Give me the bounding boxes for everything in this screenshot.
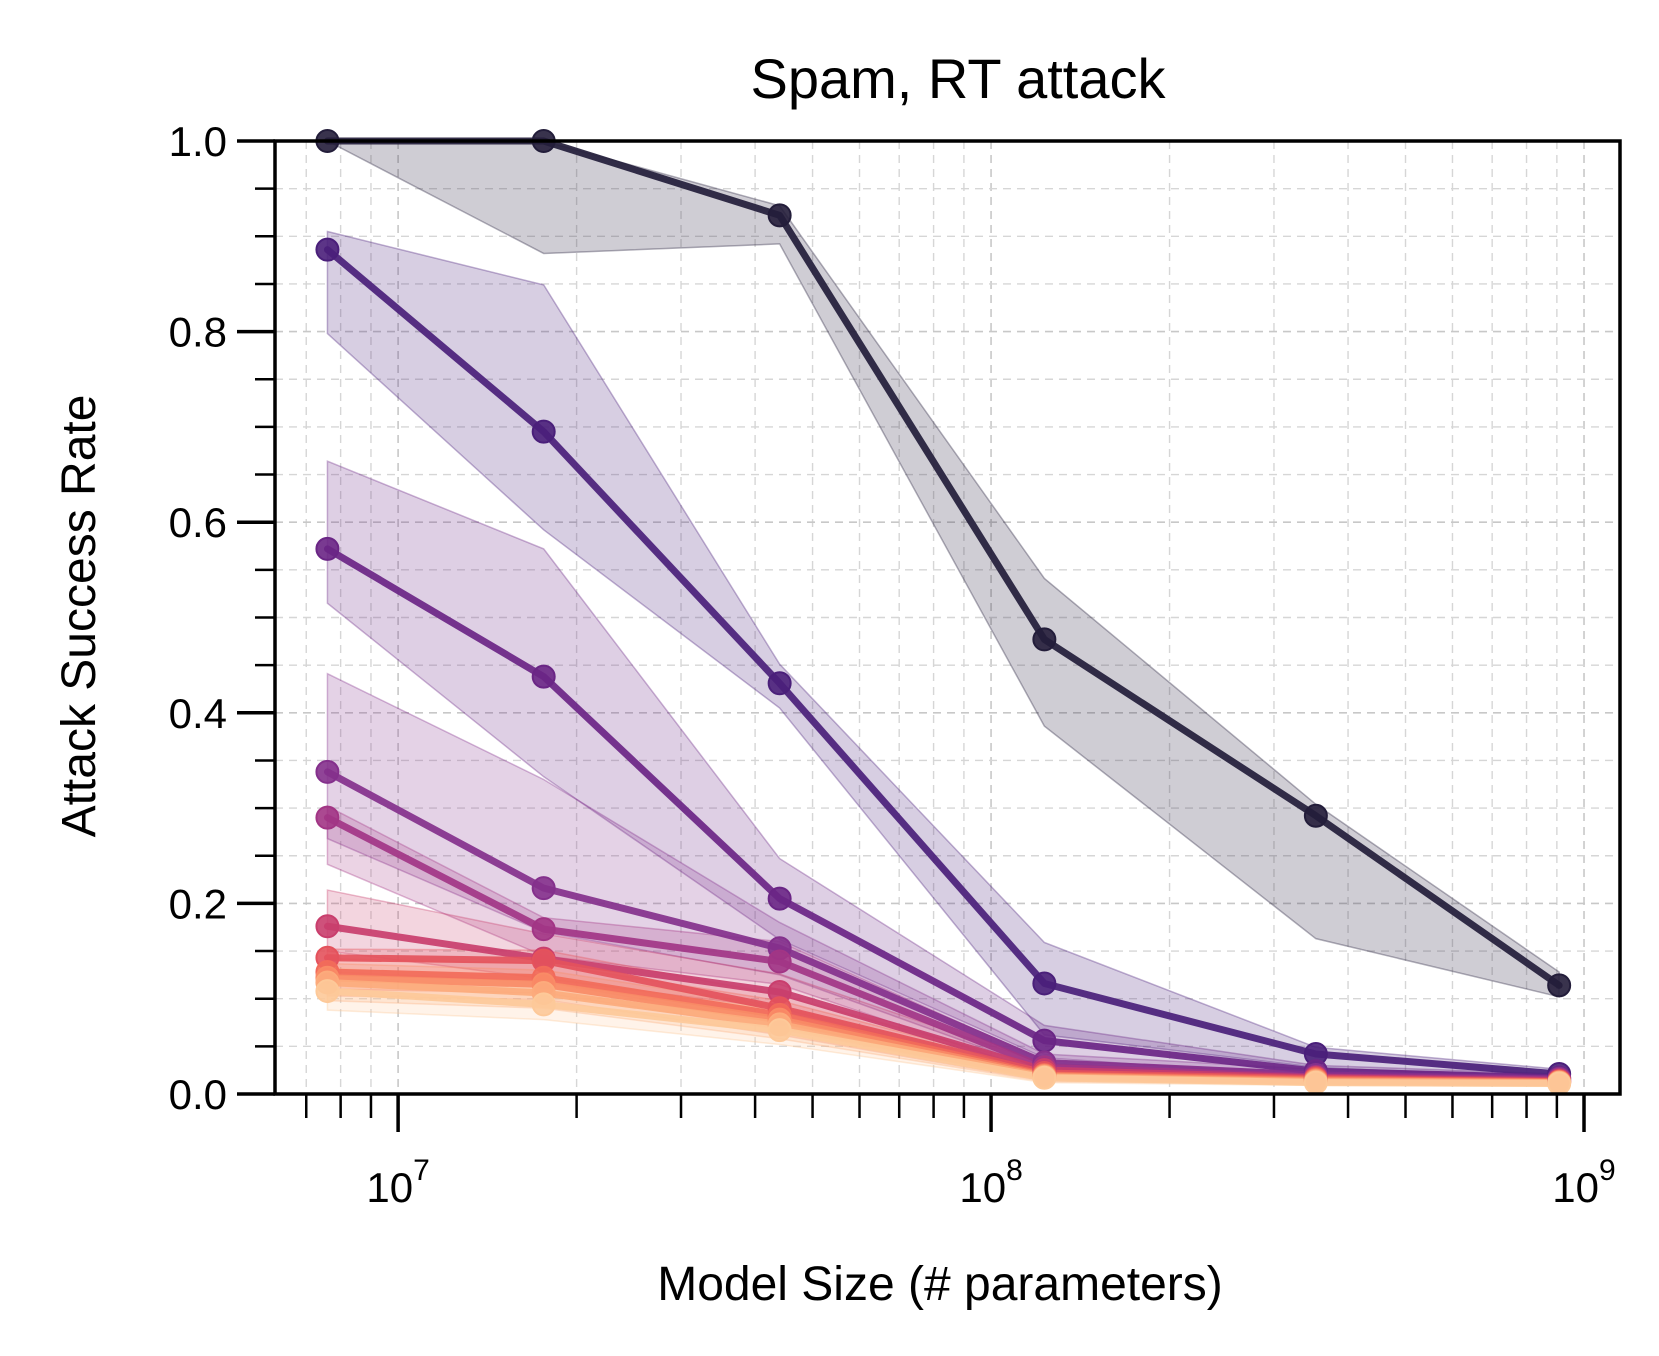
x-tick-label: 109 [1552,1154,1615,1211]
axes: 0.0 0.2 0.4 0.6 0.8 1.0 107 108 109 [169,118,1622,1211]
series-11-point [1303,1070,1328,1095]
y-tick-label: 0.2 [169,880,227,927]
chart-title: Spam, RT attack [751,47,1167,110]
y-tick-label: 0.8 [169,309,227,356]
series-4-point [531,876,556,901]
series-2-point [315,237,340,262]
y-tick-label: 0.6 [169,499,227,546]
series-2-point [531,419,556,444]
series-4-point [315,759,340,784]
y-axis-label: Attack Success Rate [53,395,106,838]
series-1-point [767,203,792,228]
y-tick-label: 1.0 [169,118,227,165]
series-1-point [1032,627,1057,652]
x-tick-label: 108 [959,1154,1022,1211]
grid [275,141,1620,1094]
series-2-point [1032,971,1057,996]
series-3-point [1032,1028,1057,1053]
x-tick-label: 107 [366,1154,429,1211]
y-tick-label: 0.4 [169,690,227,737]
series-lines [323,137,1563,1088]
series-11-point [1547,1071,1572,1096]
series-2-line [323,246,1563,1078]
series-1-point [1303,803,1328,828]
series-11-line [323,987,1563,1088]
series-3-point [767,886,792,911]
series-6-point [315,914,340,939]
series-11-point [531,992,556,1017]
series-11-point [1032,1065,1057,1090]
series-5-point [767,949,792,974]
confidence-bands [326,140,1560,1088]
y-tick-label: 0.0 [169,1071,227,1118]
series-11-point [315,979,340,1004]
series-11-point [767,1018,792,1043]
series-2-point [767,671,792,696]
x-axis-label: Model Size (# parameters) [657,1258,1223,1311]
series-markers [315,129,1572,1096]
series-5-point [315,805,340,830]
series-1-point [1547,973,1572,998]
series-5-point [531,917,556,942]
series-3-point [531,664,556,689]
series-3-point [315,536,340,561]
